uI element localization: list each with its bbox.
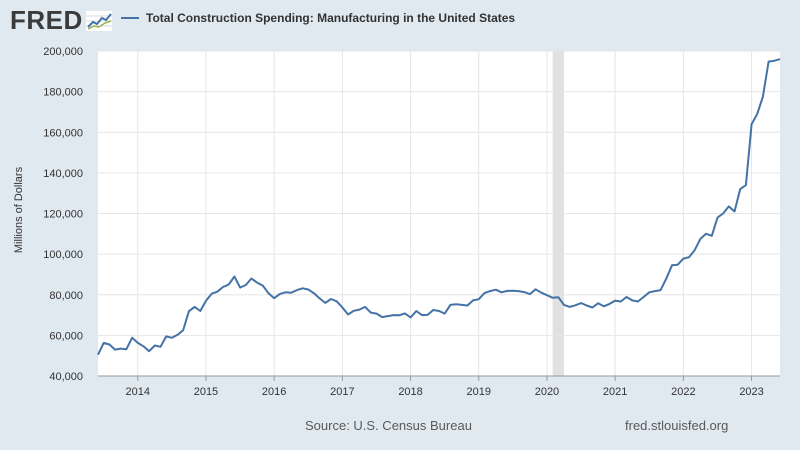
x-tick-label: 2014	[126, 386, 150, 398]
x-tick-label: 2018	[398, 386, 422, 398]
y-tick-label: 80,000	[49, 290, 83, 302]
legend-swatch	[121, 17, 139, 19]
y-tick-label: 180,000	[43, 87, 83, 99]
fred-logo[interactable]: FRED	[10, 5, 112, 36]
x-tick-label: 2019	[467, 386, 491, 398]
x-tick-label: 2022	[671, 386, 695, 398]
header: FRED Total Construction Spending: Manufa…	[0, 0, 800, 40]
y-tick-label: 140,000	[43, 168, 83, 180]
x-tick-label: 2017	[330, 386, 354, 398]
y-tick-label: 60,000	[49, 330, 83, 342]
logo-text: FRED	[10, 5, 83, 35]
x-tick-label: 2016	[262, 386, 286, 398]
y-tick-label: 200,000	[43, 46, 83, 58]
fred-url-link[interactable]: fred.stlouisfed.org	[625, 418, 729, 433]
series-line[interactable]	[97, 58, 781, 356]
x-tick-label: 2021	[603, 386, 627, 398]
y-tick-label: 120,000	[43, 209, 83, 221]
fred-line-graph-icon	[85, 10, 112, 31]
legend[interactable]: Total Construction Spending: Manufacturi…	[121, 11, 515, 25]
x-tick-label: 2015	[194, 386, 218, 398]
x-tick-label: 2023	[739, 386, 763, 398]
y-tick-label: 160,000	[43, 127, 83, 139]
legend-label: Total Construction Spending: Manufacturi…	[146, 11, 516, 25]
x-tick-label: 2020	[535, 386, 559, 398]
y-tick-label: 100,000	[43, 249, 83, 261]
y-tick-label: 40,000	[49, 371, 83, 383]
source-note: Source: U.S. Census Bureau	[305, 418, 472, 433]
